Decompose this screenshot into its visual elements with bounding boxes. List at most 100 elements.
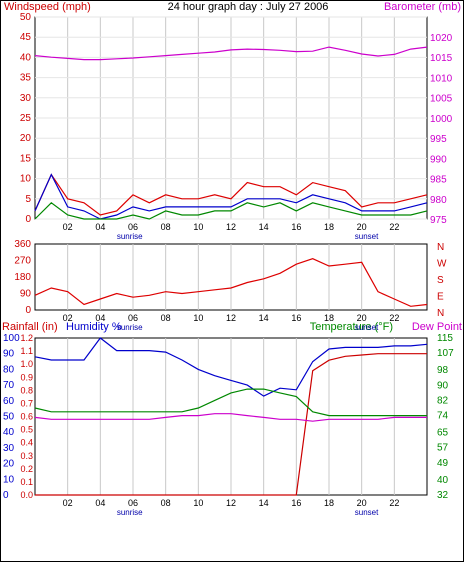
direction-tick-label: 180 [14, 272, 31, 283]
humidity-tick-label: 100 [3, 333, 20, 344]
humidity-tick-label: 70 [3, 380, 15, 391]
windspeed-tick-label: 10 [20, 174, 32, 185]
humidity-tick-label: 40 [3, 427, 15, 438]
direction-panel-x-tick-label: 02 [63, 313, 73, 323]
barometer-axis-label: Barometer (mb) [384, 1, 461, 13]
barometer-tick-label: 975 [430, 215, 447, 226]
rainfall-tick-label: 1.0 [20, 359, 33, 369]
series-wind-direction [34, 258, 428, 307]
temperature-tick-label: 115 [437, 333, 453, 344]
humidity-tick-label: 10 [3, 474, 15, 485]
direction-panel-x-tick-label: 10 [193, 313, 203, 323]
humidity-tick-label: 80 [3, 364, 15, 375]
wind-panel-x-tick-label: 20 [357, 222, 367, 232]
windspeed-tick-label: 25 [20, 113, 32, 124]
climate-panel-x-tick-label: 10 [193, 498, 203, 508]
series-gust [34, 173, 428, 216]
humidity-tick-label: 90 [3, 349, 15, 360]
windspeed-tick-label: 50 [20, 12, 32, 23]
windspeed-tick-label: 40 [20, 52, 32, 63]
direction-tick-label: 270 [14, 256, 31, 267]
compass-label: E [437, 292, 444, 303]
series-dew-point [34, 413, 427, 422]
barometer-tick-label: 1015 [430, 53, 453, 64]
rainfall-axis-label: Rainfall (in) [2, 321, 58, 333]
temperature-tick-label: 82 [437, 395, 449, 406]
direction-panel-x-tick-label: 18 [324, 313, 334, 323]
climate-panel-sunrise-label: sunrise [117, 508, 143, 517]
direction-panel-x-tick-label: 06 [128, 313, 138, 323]
wind-panel-sunrise-label: sunrise [117, 232, 143, 241]
series-temperature [34, 388, 427, 417]
rainfall-tick-label: 1.1 [20, 346, 33, 356]
wind-panel-x-tick-label: 22 [389, 222, 399, 232]
rainfall-tick-label: 0.1 [20, 477, 33, 487]
temperature-tick-label: 32 [437, 490, 449, 501]
climate-panel-x-tick-label: 14 [259, 498, 269, 508]
humidity-tick-label: 50 [3, 412, 15, 423]
wind-panel-x-tick-label: 18 [324, 222, 334, 232]
direction-tick-label: 90 [20, 289, 32, 300]
climate-panel-x-tick-label: 06 [128, 498, 138, 508]
climate-panel-sunset-label: sunset [355, 508, 379, 517]
rainfall-tick-label: 0.4 [20, 438, 33, 448]
barometer-tick-label: 995 [430, 134, 447, 145]
dewpoint-axis-label: Dew Point [412, 321, 462, 333]
barometer-tick-label: 1020 [430, 33, 453, 44]
temperature-tick-label: 90 [437, 380, 449, 391]
humidity-axis-label: Humidity % [66, 321, 122, 333]
climate-panel-x-tick-label: 16 [291, 498, 301, 508]
wind-panel-x-tick-label: 08 [161, 222, 171, 232]
rainfall-tick-label: 0.6 [20, 412, 33, 422]
climate-panel-x-tick-label: 08 [161, 498, 171, 508]
rainfall-tick-label: 1.2 [20, 333, 33, 343]
temperature-tick-label: 40 [437, 475, 449, 486]
temperature-tick-label: 107 [437, 348, 454, 359]
rainfall-tick-label: 0.0 [20, 490, 33, 500]
rainfall-tick-label: 0.5 [20, 425, 33, 435]
series-rainfall [35, 353, 427, 496]
barometer-tick-label: 980 [430, 195, 447, 206]
temperature-tick-label: 98 [437, 365, 449, 376]
temperature-tick-label: 49 [437, 458, 449, 469]
direction-panel-x-tick-label: 22 [389, 313, 399, 323]
rainfall-tick-label: 0.8 [20, 385, 33, 395]
compass-label: W [437, 259, 447, 270]
wind-panel-x-tick-label: 12 [226, 222, 236, 232]
wind-panel-x-tick-label: 16 [291, 222, 301, 232]
temperature-axis-label: Temperature (°F) [310, 321, 393, 333]
windspeed-tick-label: 15 [20, 153, 32, 164]
temperature-tick-label: 74 [437, 411, 449, 422]
direction-panel-sunrise-label: sunrise [117, 323, 143, 332]
wind-panel-x-tick-label: 04 [95, 222, 105, 232]
climate-panel-x-tick-label: 18 [324, 498, 334, 508]
windspeed-tick-label: 35 [20, 73, 32, 84]
windspeed-tick-label: 5 [25, 194, 31, 205]
humidity-tick-label: 20 [3, 459, 15, 470]
direction-panel-x-tick-label: 08 [161, 313, 171, 323]
rainfall-tick-label: 0.9 [20, 372, 33, 382]
climate-panel-x-tick-label: 02 [63, 498, 73, 508]
direction-panel-x-tick-label: 14 [259, 313, 269, 323]
wind-panel-x-tick-label: 14 [259, 222, 269, 232]
rainfall-tick-label: 0.2 [20, 464, 33, 474]
windspeed-tick-label: 45 [20, 32, 32, 43]
climate-panel-x-tick-label: 12 [226, 498, 236, 508]
wind-panel-sunset-label: sunset [355, 232, 379, 241]
direction-panel-x-tick-label: 16 [291, 313, 301, 323]
direction-tick-label: 360 [14, 239, 31, 250]
temperature-tick-label: 65 [437, 428, 449, 439]
direction-tick-label: 0 [25, 305, 31, 316]
climate-panel-x-tick-label: 22 [389, 498, 399, 508]
series-wind [34, 202, 428, 220]
series-barometer [34, 46, 428, 61]
climate-panel-x-tick-label: 20 [357, 498, 367, 508]
direction-panel-sunset-label: sunset [355, 323, 379, 332]
climate-panel-x-tick-label: 04 [95, 498, 105, 508]
series-humidity [34, 337, 428, 397]
wind-panel-x-tick-label: 06 [128, 222, 138, 232]
windspeed-axis-label: Windspeed (mph) [4, 1, 91, 13]
compass-label: S [437, 275, 444, 286]
